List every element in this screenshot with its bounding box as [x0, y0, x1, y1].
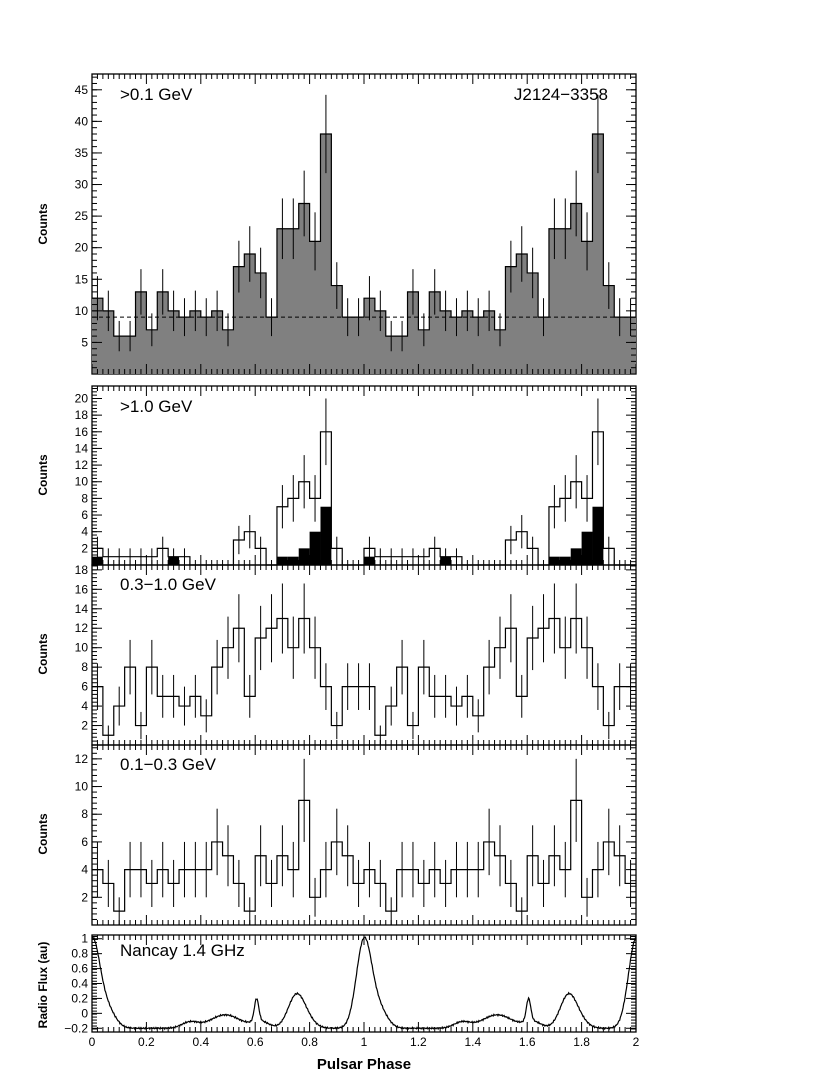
ylabel-panel-2: Counts — [36, 454, 50, 496]
y-tick-label: 5 — [81, 335, 88, 349]
y-tick-label: 12 — [75, 752, 89, 766]
x-tick-label: 0.2 — [138, 1035, 155, 1049]
histogram-step-3 — [92, 617, 636, 736]
x-tick-label: 1.2 — [410, 1035, 427, 1049]
y-tick-label: 6 — [81, 508, 88, 522]
y-tick-label: 12 — [75, 458, 89, 472]
y-tick-label: 0.8 — [71, 947, 88, 961]
high-energy-bar — [592, 506, 604, 565]
y-tick-label: 16 — [75, 582, 89, 596]
y-tick-label: 6 — [81, 680, 88, 694]
y-tick-label: 16 — [75, 425, 89, 439]
y-tick-label: 1 — [81, 932, 88, 946]
y-tick-label: 0.6 — [71, 962, 88, 976]
y-tick-label: 10 — [75, 641, 89, 655]
y-tick-label: 12 — [75, 621, 89, 635]
y-tick-label: 0.2 — [71, 991, 88, 1005]
y-tick-label: −0.2 — [64, 1021, 88, 1035]
x-tick-label: 0.6 — [247, 1035, 264, 1049]
x-tick-label: 0.8 — [301, 1035, 318, 1049]
y-tick-label: 14 — [75, 602, 89, 616]
panel-gt-1.0-gev: Counts >1.0 GeV 2 4 6 8 10 12 14 16 18 20 — [36, 385, 637, 566]
y-tick-label: 18 — [75, 408, 89, 422]
y-tick-label: 40 — [75, 114, 89, 128]
y-tick-label: 45 — [75, 83, 89, 97]
ylabel-panel-1: Counts — [36, 203, 50, 245]
y-tick-label: 2 — [81, 719, 88, 733]
y-tick-label: 18 — [75, 563, 89, 577]
y-tick-label: 10 — [75, 475, 89, 489]
panel-4-energy-label: 0.1−0.3 GeV — [120, 755, 217, 774]
y-tick-label: 0.4 — [71, 977, 88, 991]
ylabel-panel-4: Counts — [36, 813, 50, 855]
y-tick-label: 10 — [75, 780, 89, 794]
y-tick-label: 0 — [81, 1006, 88, 1020]
x-tick-label: 0 — [89, 1035, 96, 1049]
pulsar-name-label: J2124−3358 — [514, 85, 608, 104]
panel-gt-0.1-gev: Counts >0.1 GeV J2124−3358 5 10 15 20 25 30 35… — [36, 73, 637, 375]
y-tick-label: 4 — [81, 699, 88, 713]
y-tick-label: 35 — [75, 146, 89, 160]
high-energy-bar — [581, 531, 593, 565]
y-tick-label: 25 — [75, 209, 89, 223]
panel-0.1-0.3-gev: Counts 0.1−0.3 GeV 2 4 6 8 10 12 — [36, 744, 637, 926]
y-tick-label: 2 — [81, 890, 88, 904]
panel-5-radio-label: Nancay 1.4 GHz — [120, 941, 245, 960]
panel-0.3-1.0-gev: Counts 0.3−1.0 GeV 2 4 6 8 10 12 14 16 18 — [36, 563, 637, 746]
x-tick-label: 2 — [633, 1035, 640, 1049]
y-tick-label: 8 — [81, 807, 88, 821]
y-tick-label: 4 — [81, 525, 88, 539]
y-tick-label: 4 — [81, 863, 88, 877]
ylabel-panel-3: Counts — [36, 633, 50, 675]
high-energy-bar — [570, 548, 582, 565]
y-tick-label: 15 — [75, 272, 89, 286]
y-tick-label: 10 — [75, 304, 89, 318]
x-tick-label: 1.4 — [464, 1035, 481, 1049]
high-energy-bar — [320, 506, 332, 565]
x-tick-label: 0.4 — [192, 1035, 209, 1049]
y-tick-label: 6 — [81, 835, 88, 849]
y-tick-label: 20 — [75, 241, 89, 255]
x-tick-label: 1 — [361, 1035, 368, 1049]
ylabel-panel-5: Radio Flux (au) — [36, 942, 50, 1029]
high-energy-bar — [309, 531, 321, 565]
x-tick-label: 1.8 — [573, 1035, 590, 1049]
y-tick-label: 2 — [81, 541, 88, 555]
x-axis-title: Pulsar Phase — [317, 1056, 411, 1073]
y-tick-label: 20 — [75, 391, 89, 405]
y-tick-label: 8 — [81, 491, 88, 505]
x-tick-label: 1.6 — [519, 1035, 536, 1049]
high-energy-bar — [298, 548, 310, 565]
y-tick-label: 14 — [75, 441, 89, 455]
y-tick-label: 8 — [81, 660, 88, 674]
y-tick-label: 30 — [75, 178, 89, 192]
panel-radio-profile: Radio Flux (au) Nancay 1.4 GHz Pulsar Ph… — [36, 932, 640, 1073]
panel-3-energy-label: 0.3−1.0 GeV — [120, 575, 217, 594]
panel-2-energy-label: >1.0 GeV — [120, 397, 193, 416]
panel-1-energy-label: >0.1 GeV — [120, 85, 193, 104]
